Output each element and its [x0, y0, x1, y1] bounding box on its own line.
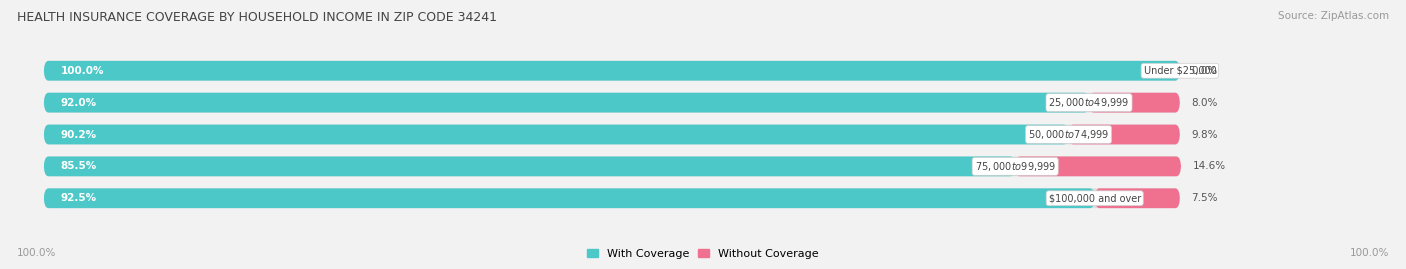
FancyBboxPatch shape [44, 125, 1069, 144]
FancyBboxPatch shape [44, 125, 1180, 144]
FancyBboxPatch shape [44, 61, 1180, 81]
Text: 100.0%: 100.0% [17, 248, 56, 258]
Text: 100.0%: 100.0% [1350, 248, 1389, 258]
Text: 92.5%: 92.5% [60, 193, 97, 203]
FancyBboxPatch shape [44, 157, 1180, 176]
FancyBboxPatch shape [1015, 157, 1181, 176]
Text: Under $25,000: Under $25,000 [1143, 66, 1216, 76]
Text: $75,000 to $99,999: $75,000 to $99,999 [974, 160, 1056, 173]
FancyBboxPatch shape [1069, 125, 1180, 144]
FancyBboxPatch shape [44, 93, 1180, 112]
Legend: With Coverage, Without Coverage: With Coverage, Without Coverage [582, 245, 824, 263]
FancyBboxPatch shape [44, 188, 1180, 208]
Text: 9.8%: 9.8% [1191, 129, 1218, 140]
Text: 85.5%: 85.5% [60, 161, 97, 171]
FancyBboxPatch shape [44, 61, 1180, 81]
Text: 90.2%: 90.2% [60, 129, 97, 140]
Text: 7.5%: 7.5% [1191, 193, 1218, 203]
Text: 92.0%: 92.0% [60, 98, 97, 108]
FancyBboxPatch shape [44, 93, 1090, 112]
Text: 100.0%: 100.0% [60, 66, 104, 76]
Text: 8.0%: 8.0% [1191, 98, 1218, 108]
FancyBboxPatch shape [1095, 188, 1180, 208]
Text: 14.6%: 14.6% [1192, 161, 1226, 171]
Text: $25,000 to $49,999: $25,000 to $49,999 [1049, 96, 1129, 109]
Text: 0.0%: 0.0% [1191, 66, 1218, 76]
FancyBboxPatch shape [44, 157, 1015, 176]
Text: HEALTH INSURANCE COVERAGE BY HOUSEHOLD INCOME IN ZIP CODE 34241: HEALTH INSURANCE COVERAGE BY HOUSEHOLD I… [17, 11, 496, 24]
Text: $100,000 and over: $100,000 and over [1049, 193, 1140, 203]
FancyBboxPatch shape [44, 188, 1095, 208]
Text: Source: ZipAtlas.com: Source: ZipAtlas.com [1278, 11, 1389, 21]
FancyBboxPatch shape [1090, 93, 1180, 112]
Text: $50,000 to $74,999: $50,000 to $74,999 [1028, 128, 1109, 141]
